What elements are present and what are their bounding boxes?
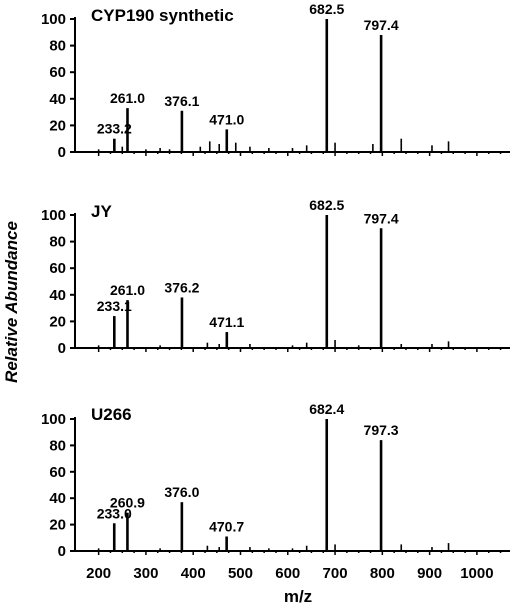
x-axis-tick-labels: 200 300 400 500 600 700 800 900 1000: [86, 565, 493, 582]
x-tick-label: 1000: [460, 565, 493, 582]
y-tick-label: 40: [49, 490, 66, 507]
y-tick-label: 100: [41, 207, 66, 224]
peak-label: 233.0: [97, 505, 132, 521]
y-tick-label: 80: [49, 234, 66, 251]
y-tick-label: 80: [49, 437, 66, 454]
peak-label: 797.4: [364, 210, 399, 226]
peak-label: 682.5: [309, 1, 344, 17]
y-tick-label: 100: [41, 411, 66, 428]
spectrum-panel-1: CYP190 synthetic 0 20 40 60 80 100 233.2 261.0 37…: [41, 1, 510, 161]
x-tick-label: 300: [133, 565, 158, 582]
x-axis-label: m/z: [284, 587, 312, 606]
y-tick-label: 60: [49, 64, 66, 81]
peak-label: 233.1: [97, 298, 132, 314]
panel-title: CYP190 synthetic: [91, 6, 234, 25]
peak-label: 471.1: [209, 314, 244, 330]
peak-label: 260.9: [110, 495, 145, 511]
peak-label: 261.0: [110, 282, 145, 298]
peak-label: 797.4: [364, 17, 399, 33]
peak-label: 471.0: [209, 111, 244, 127]
y-tick-label: 60: [49, 464, 66, 481]
peak-label: 682.5: [309, 197, 344, 213]
peak-label: 376.2: [164, 279, 199, 295]
x-tick-label: 200: [86, 565, 111, 582]
x-tick-label: 600: [275, 565, 300, 582]
peak-label: 682.4: [309, 401, 344, 417]
y-tick-label: 20: [49, 117, 66, 134]
peak-label: 797.3: [364, 422, 399, 438]
y-tick-label: 40: [49, 91, 66, 108]
y-tick-label: 0: [58, 340, 66, 357]
y-tick-label: 0: [58, 144, 66, 161]
x-tick-label: 700: [323, 565, 348, 582]
peak-label: 261.0: [110, 90, 145, 106]
y-tick-label: 80: [49, 38, 66, 55]
panel-title: JY: [91, 202, 112, 221]
peak-label: 233.2: [97, 121, 132, 137]
x-tick-label: 500: [228, 565, 253, 582]
y-tick-label: 100: [41, 11, 66, 28]
y-tick-label: 60: [49, 260, 66, 277]
x-tick-label: 800: [370, 565, 395, 582]
y-axis-label: Relative Abundance: [2, 221, 21, 383]
x-tick-label: 400: [181, 565, 206, 582]
peak-label: 376.1: [164, 93, 199, 109]
peak-label: 470.7: [209, 518, 244, 534]
y-tick-label: 20: [49, 517, 66, 534]
y-tick-label: 0: [58, 543, 66, 560]
y-tick-label: 20: [49, 313, 66, 330]
spectra-panels: CYP190 synthetic 0 20 40 60 80 100 233.2 261.0 37…: [41, 1, 510, 560]
x-tick-label: 900: [417, 565, 442, 582]
y-tick-label: 40: [49, 287, 66, 304]
peak-label: 376.0: [164, 484, 199, 500]
panel-title: U266: [91, 405, 132, 424]
